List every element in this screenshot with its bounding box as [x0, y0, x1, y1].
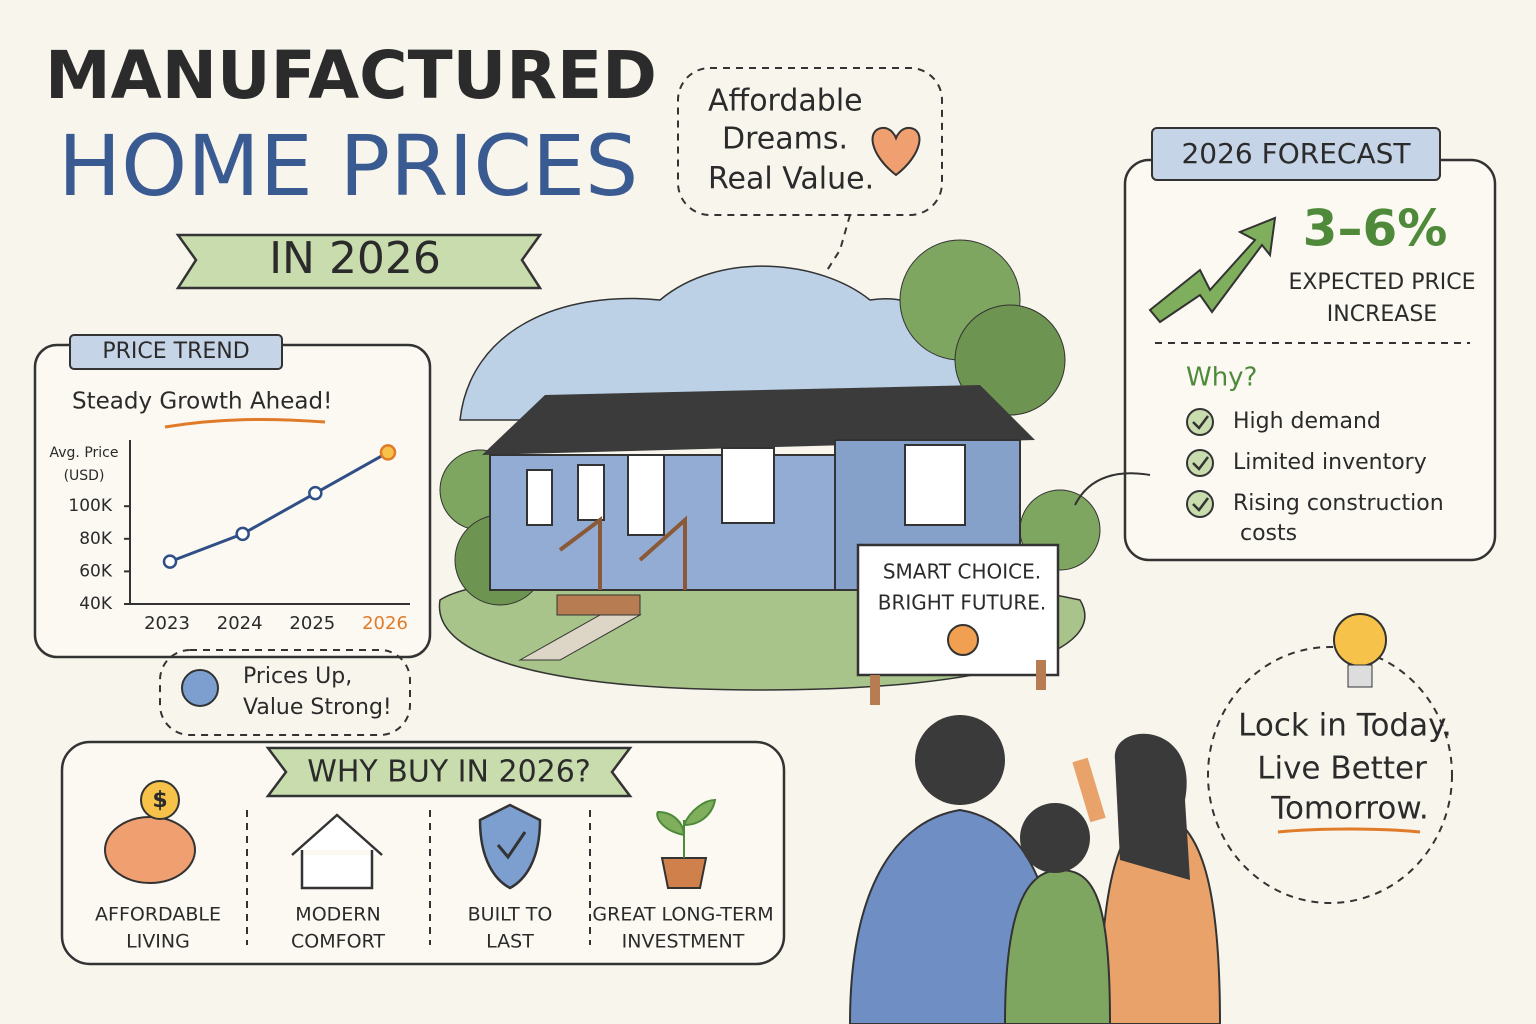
cta-line: Live Better — [1257, 751, 1427, 787]
data-point — [308, 485, 323, 501]
x-tick-label: 2023 — [144, 613, 190, 634]
x-tick-label: 2026 — [362, 613, 408, 634]
title-line1: MANUFACTURED — [45, 37, 657, 114]
comment-bubble — [159, 649, 411, 736]
tagline-line: Real Value. — [708, 162, 874, 197]
heart-icon — [871, 126, 921, 177]
coin-symbol: $ — [152, 788, 167, 813]
coin-icon — [140, 780, 180, 820]
data-point — [235, 526, 250, 542]
cta-bubble — [1207, 646, 1453, 904]
benefit-label: MODERN — [295, 904, 380, 926]
benefit-label: AFFORDABLE — [95, 904, 221, 926]
check-mark — [496, 831, 527, 860]
bubble-line: Prices Up, — [243, 664, 352, 689]
shield-icon — [478, 803, 542, 890]
check-mark — [1192, 497, 1209, 512]
price-trend-subtitle: Steady Growth Ahead! — [72, 389, 332, 415]
connector-arrow — [1074, 472, 1151, 506]
check-circle — [1186, 490, 1214, 518]
reason-text: Limited inventory — [1233, 450, 1427, 475]
y-tick-label: 80K — [79, 529, 113, 549]
data-point — [379, 444, 397, 461]
title-line2: HOME PRICES — [58, 117, 638, 215]
bubble-tail — [825, 214, 851, 273]
reason-list: High demand Limited inventory Rising const… — [1186, 408, 1444, 546]
price-trend-tab — [69, 334, 283, 370]
benefit-label: INVESTMENT — [622, 931, 745, 953]
y-axis-label: (USD) — [64, 468, 105, 484]
family-illustration — [848, 715, 1222, 1024]
smiley-icon — [947, 624, 979, 656]
y-tick-label: 40K — [79, 594, 113, 614]
lightbulb-icon — [1333, 613, 1387, 667]
benefit-label: BUILT TO — [468, 904, 553, 926]
cta-line: Lock in Today. — [1238, 708, 1452, 744]
check-mark — [1192, 415, 1209, 430]
price-line — [169, 451, 389, 564]
check-circle — [1186, 408, 1214, 436]
bubble-line: Value Strong! — [243, 695, 392, 720]
why-buy-panel — [60, 740, 786, 966]
check-mark — [1192, 456, 1209, 471]
plant-icon — [660, 857, 708, 889]
forecast-tab — [1151, 127, 1441, 181]
reason-text: High demand — [1233, 409, 1381, 434]
sign-post — [870, 675, 880, 705]
why-buy-items: AFFORDABLE LIVING MODERN COMFORT BUILT TO LAS… — [95, 904, 774, 953]
cta-line: Tomorrow. — [1270, 791, 1428, 827]
price-chart: Avg. Price (USD) 40K 60K 80K 100K 2023 2024 2025… — [50, 440, 410, 634]
y-tick-label: 100K — [68, 496, 112, 516]
forecast-caption: INCREASE — [1327, 302, 1437, 327]
x-tick-label: 2025 — [289, 613, 335, 634]
reason-text: costs — [1240, 521, 1297, 546]
benefit-label: GREAT LONG-TERM — [592, 904, 773, 926]
reason-text: Rising construction — [1233, 491, 1444, 516]
forecast-caption: EXPECTED PRICE — [1288, 270, 1475, 295]
y-axis-label: Avg. Price — [50, 445, 119, 461]
title-banner-text: IN 2026 — [269, 233, 441, 284]
sign-line: SMART CHOICE. — [883, 560, 1041, 584]
check-circle — [1186, 449, 1214, 477]
forecast-tab-text: 2026 FORECAST — [1181, 137, 1411, 170]
sign-line: BRIGHT FUTURE. — [878, 591, 1047, 615]
tagline-bubble — [677, 67, 943, 216]
y-tick-label: 60K — [79, 561, 113, 581]
piggy-bank-icon — [104, 816, 196, 884]
x-tick-label: 2024 — [217, 613, 263, 634]
forecast-range: 3–6% — [1303, 200, 1448, 258]
growth-arrow — [1148, 216, 1277, 324]
sign-post — [1036, 660, 1046, 690]
house-icon — [291, 813, 383, 890]
why-label: Why? — [1186, 363, 1257, 393]
why-buy-title: WHY BUY IN 2026? — [307, 755, 591, 790]
plant-leaves — [656, 798, 717, 858]
tagline-line: Dreams. — [722, 122, 848, 157]
data-point — [162, 554, 178, 569]
benefit-label: LIVING — [126, 931, 190, 953]
why-buy-banner — [265, 746, 633, 798]
title-banner — [175, 233, 543, 290]
lightbulb-base — [1347, 664, 1373, 688]
benefit-label: LAST — [486, 931, 534, 953]
smiley-icon — [181, 669, 219, 707]
tagline-line: Affordable — [708, 84, 863, 119]
underline — [1277, 827, 1421, 834]
underline — [164, 417, 326, 429]
benefit-label: COMFORT — [291, 931, 385, 953]
price-trend-tab-text: PRICE TREND — [102, 339, 249, 364]
